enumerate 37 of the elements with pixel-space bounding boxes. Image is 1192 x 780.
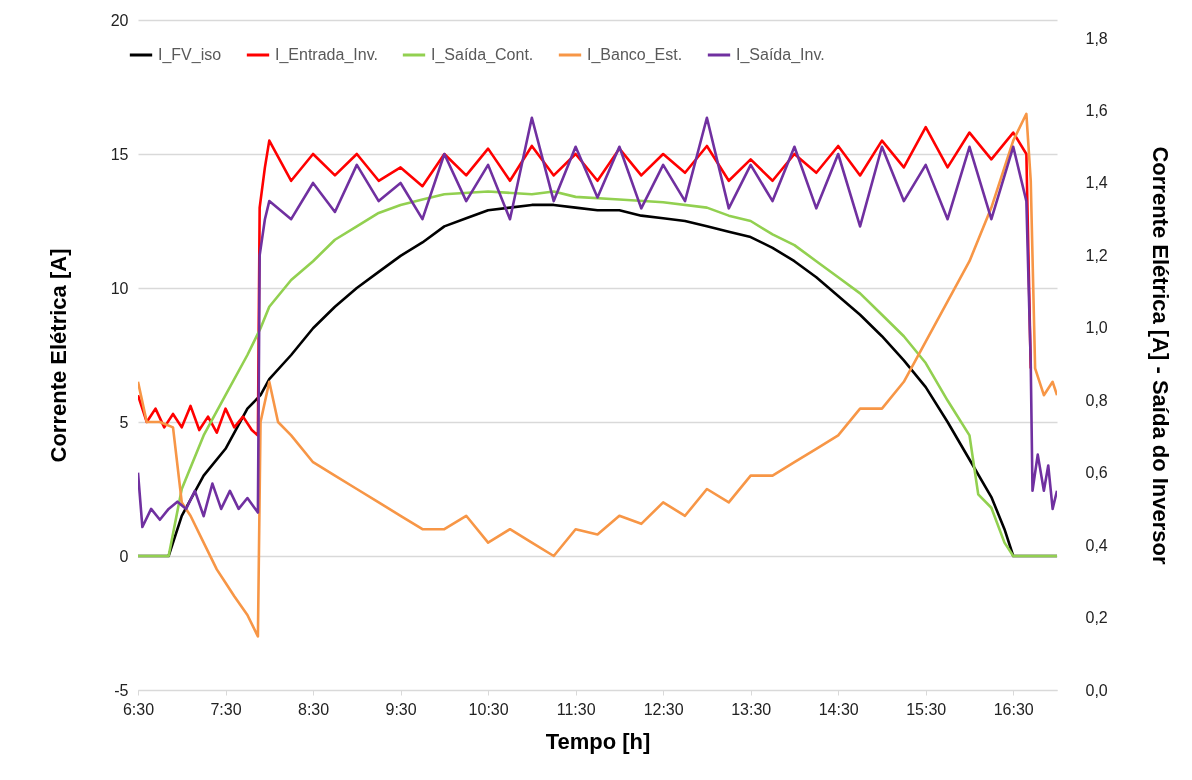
legend-label: I_Saída_Inv. — [736, 46, 825, 64]
y2-tick-label: 0,4 — [1085, 536, 1108, 554]
legend-label: I_FV_iso — [158, 46, 222, 64]
y-tick-label: 10 — [110, 279, 129, 297]
x-tick-label: 13:30 — [731, 700, 772, 718]
x-tick-label: 12:30 — [643, 700, 684, 718]
x-tick-label: 7:30 — [210, 700, 242, 718]
y2-tick-label: 1,8 — [1085, 29, 1108, 47]
y-axis-title: Corrente Elétrica [A] — [45, 248, 71, 463]
x-tick-label: 14:30 — [818, 700, 859, 718]
y2-tick-label: 1,4 — [1085, 174, 1108, 192]
y2-axis-title: Corrente Elétrica [A] - Saída do Inversor — [1147, 146, 1173, 565]
x-tick-label: 9:30 — [385, 700, 417, 718]
legend-label: I_Banco_Est. — [587, 46, 683, 64]
y2-tick-label: 1,0 — [1085, 319, 1108, 337]
y-tick-label: 15 — [110, 145, 129, 163]
legend-label: I_Entrada_Inv. — [275, 46, 378, 64]
x-tick-label: 11:30 — [556, 700, 596, 718]
y-tick-label: 5 — [119, 413, 129, 431]
x-tick-label: 8:30 — [297, 700, 330, 718]
x-tick-label: 15:30 — [906, 700, 947, 718]
y2-tick-label: 0,6 — [1085, 464, 1108, 482]
y-tick-label: 0 — [119, 547, 129, 565]
line-series — [138, 116, 1057, 529]
y-tick-label: -5 — [114, 681, 129, 699]
y-tick-label: 20 — [110, 11, 129, 29]
line-series — [138, 112, 1057, 638]
x-tick-label: 16:30 — [993, 700, 1034, 718]
y2-tick-label: 0,0 — [1085, 681, 1108, 699]
y2-tick-label: 0,2 — [1085, 609, 1108, 627]
y2-tick-label: 1,6 — [1085, 102, 1108, 120]
x-tick-label: 10:30 — [468, 700, 509, 718]
legend-label: I_Saída_Cont. — [431, 46, 534, 64]
y2-tick-label: 1,2 — [1085, 246, 1108, 264]
y2-tick-label: 0,8 — [1085, 391, 1108, 409]
x-tick-label: 6:30 — [122, 700, 155, 718]
x-axis-title: Tempo [h] — [545, 728, 651, 754]
